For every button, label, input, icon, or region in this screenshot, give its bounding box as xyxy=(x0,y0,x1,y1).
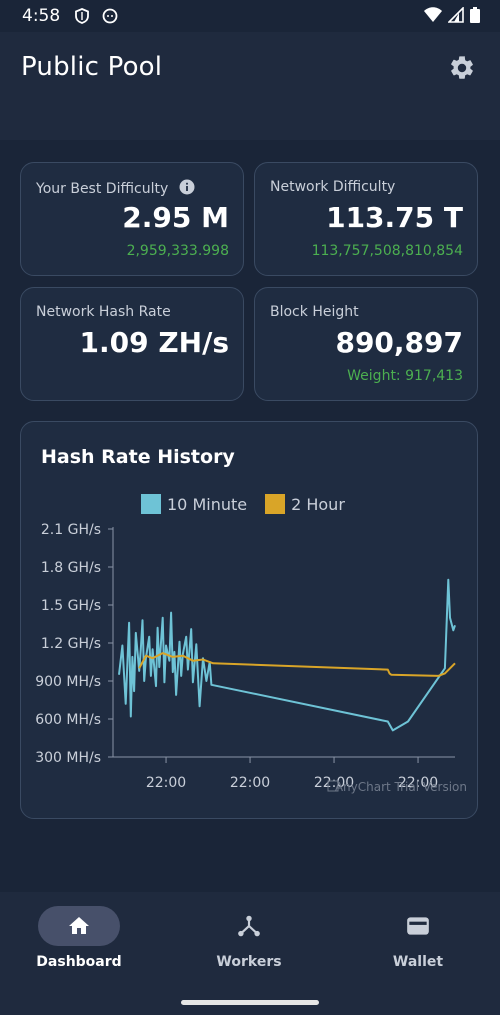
y-tick-label: 1.8 GH/s xyxy=(41,560,101,576)
y-tick-label: 600 MH/s xyxy=(35,712,101,728)
gear-icon xyxy=(451,56,473,79)
nav-label-workers: Workers xyxy=(216,954,282,970)
nav-pill-dashboard xyxy=(38,906,120,946)
best-difficulty-exact: 2,959,333.998 xyxy=(126,243,229,259)
status-time: 4:58 xyxy=(22,6,61,26)
nav-item-workers[interactable]: Workers xyxy=(189,906,309,970)
legend-swatch-10-minute xyxy=(141,494,161,514)
series-line-10-minute xyxy=(118,578,456,732)
status-bar: 4:58 xyxy=(0,0,500,32)
nav-label-wallet: Wallet xyxy=(392,954,444,970)
network-difficulty-exact: 113,757,508,810,854 xyxy=(311,243,463,259)
network-icon xyxy=(238,915,260,937)
wifi-icon xyxy=(424,7,442,22)
y-tick-label: 1.2 GH/s xyxy=(41,636,101,652)
bottom-nav: Dashboard Workers Wallet xyxy=(0,892,500,1015)
best-difficulty-label-row: Your Best Difficulty xyxy=(36,179,195,197)
chart-watermark: AnyChart Trial Version xyxy=(335,780,467,794)
chart-legend: 10 Minute 2 Hour xyxy=(141,494,345,514)
page-title: Public Pool xyxy=(21,52,163,82)
shield-icon xyxy=(75,8,90,24)
legend-label-2-hour: 2 Hour xyxy=(291,494,345,514)
y-tick-label: 2.1 GH/s xyxy=(41,522,101,538)
nav-pill-workers xyxy=(208,906,290,946)
home-icon xyxy=(69,917,89,934)
best-difficulty-card: Your Best Difficulty 2.95 M 2,959,333.99… xyxy=(20,162,244,276)
hash-rate-chart: 2.1 GH/s 1.8 GH/s 1.5 GH/s 1.2 GH/s 900 MH/s… xyxy=(35,522,467,794)
chart-title: Hash Rate History xyxy=(41,446,235,468)
face-icon xyxy=(102,8,118,24)
status-right xyxy=(424,7,480,23)
block-height-card: Block Height 890,897 Weight: 917,413 xyxy=(254,287,478,401)
x-tick-label: 22:00 xyxy=(146,775,186,791)
hash-rate-chart-card: Hash Rate History 10 Minute 2 Hour 2.1 G… xyxy=(20,421,478,819)
network-difficulty-card: Network Difficulty 113.75 T 113,757,508,… xyxy=(254,162,478,276)
x-tick-label: 22:00 xyxy=(398,775,438,791)
series-line-2-hour xyxy=(138,652,456,677)
network-difficulty-value: 113.75 T xyxy=(326,201,463,234)
signal-icon xyxy=(448,7,464,23)
best-difficulty-label: Your Best Difficulty xyxy=(36,181,169,197)
settings-button[interactable] xyxy=(448,54,476,82)
block-height-label: Block Height xyxy=(270,304,359,320)
battery-icon xyxy=(470,7,480,23)
x-tick-label: 22:00 xyxy=(314,775,354,791)
y-tick-label: 1.5 GH/s xyxy=(41,598,101,614)
nav-pill-wallet xyxy=(377,906,459,946)
best-difficulty-value: 2.95 M xyxy=(122,201,229,234)
nav-item-dashboard[interactable]: Dashboard xyxy=(19,906,139,970)
info-icon[interactable] xyxy=(179,179,195,195)
y-tick-label: 900 MH/s xyxy=(35,674,101,690)
nav-label-dashboard: Dashboard xyxy=(36,954,122,970)
legend-item-2-hour[interactable]: 2 Hour xyxy=(265,494,345,514)
wallet-icon xyxy=(407,917,429,935)
x-tick-label: 22:00 xyxy=(230,775,270,791)
block-height-value: 890,897 xyxy=(335,326,463,359)
block-weight: Weight: 917,413 xyxy=(347,368,463,384)
legend-swatch-2-hour xyxy=(265,494,286,514)
network-hash-rate-card: Network Hash Rate 1.09 ZH/s xyxy=(20,287,244,401)
legend-label-10-minute: 10 Minute xyxy=(167,494,248,514)
network-hash-rate-label: Network Hash Rate xyxy=(36,304,171,320)
nav-item-wallet[interactable]: Wallet xyxy=(358,906,478,970)
home-indicator xyxy=(181,1000,319,1005)
network-difficulty-label: Network Difficulty xyxy=(270,179,396,195)
app-bar xyxy=(0,32,500,140)
legend-item-10-minute[interactable]: 10 Minute xyxy=(141,494,247,514)
chart-watermark-icon xyxy=(327,780,339,792)
y-tick-label: 300 MH/s xyxy=(35,750,101,766)
network-hash-rate-value: 1.09 ZH/s xyxy=(79,326,229,359)
